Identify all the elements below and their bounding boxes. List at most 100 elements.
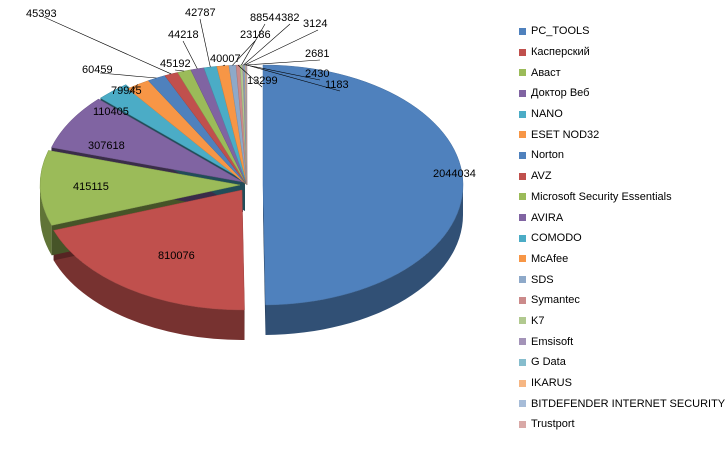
legend-label: COMODO	[531, 232, 582, 245]
legend-swatch	[519, 234, 526, 242]
data-label: 810076	[158, 250, 195, 262]
legend-item: Symantec	[519, 290, 725, 311]
data-label: 23186	[240, 29, 271, 41]
legend-label: PC_TOOLS	[531, 25, 590, 38]
legend-item: BITDEFENDER INTERNET SECURITY	[519, 393, 725, 414]
legend-swatch	[519, 276, 526, 284]
legend-item: AVZ	[519, 166, 725, 187]
legend-item: McAfee	[519, 249, 725, 270]
legend-swatch	[519, 131, 526, 139]
legend-item: ESET NOD32	[519, 124, 725, 145]
legend-label: SDS	[531, 273, 554, 286]
legend-label: AVIRA	[531, 211, 564, 224]
legend-swatch	[519, 358, 526, 366]
legend-swatch	[519, 420, 526, 428]
legend-label: McAfee	[531, 252, 569, 265]
legend-swatch	[519, 214, 526, 222]
leader-line	[99, 72, 157, 79]
legend-swatch	[519, 338, 526, 346]
legend-swatch	[519, 379, 526, 387]
legend-item: Trustport	[519, 414, 725, 435]
legend-swatch	[519, 317, 526, 325]
pie-slice	[51, 98, 244, 183]
leader-line	[174, 69, 185, 72]
data-labels: 2044034 810076 415115 307618 110405 79945 6045…	[26, 7, 476, 262]
slice-side	[40, 185, 52, 256]
leader-line	[246, 64, 321, 81]
legend-label: IKARUS	[531, 377, 572, 390]
data-label: 42787	[185, 7, 216, 19]
data-label: 2430	[305, 68, 329, 80]
legend-item: K7	[519, 311, 725, 332]
legend-label: NANO	[531, 108, 563, 121]
pie-slice	[39, 150, 241, 226]
legend-swatch	[519, 296, 526, 304]
legend-swatch	[519, 110, 526, 118]
data-label: 307618	[88, 140, 125, 152]
leader-line	[244, 29, 319, 66]
legend-swatch	[519, 172, 526, 180]
legend-swatch	[519, 255, 526, 263]
legend-label: Trustport	[531, 418, 575, 431]
legend-swatch	[519, 89, 526, 97]
legend-swatch	[519, 48, 526, 56]
legend-label: BITDEFENDER INTERNET SECURITY	[531, 397, 725, 410]
data-label: 110405	[93, 106, 129, 118]
legend-label: Касперский	[531, 46, 590, 59]
leader-line	[246, 64, 341, 92]
legend-label: Symantec	[531, 294, 580, 307]
legend-item: NANO	[519, 104, 725, 125]
pie-slice	[53, 189, 245, 311]
data-label: 45393	[26, 8, 57, 20]
legend-label: ESET NOD32	[531, 128, 600, 141]
data-label: 13299	[247, 75, 278, 87]
legend-label: Norton	[531, 149, 565, 162]
legend-item: Доктор Веб	[519, 83, 725, 104]
pie-slices	[39, 64, 464, 311]
legend-swatch	[519, 27, 526, 35]
legend-item: Emsisoft	[519, 331, 725, 352]
leader-line	[43, 16, 172, 75]
legend-swatch	[519, 69, 526, 77]
legend-label: Доктор Веб	[531, 87, 590, 100]
legend-item: G Data	[519, 352, 725, 373]
legend-item: Аваст	[519, 62, 725, 83]
leader-line	[245, 59, 321, 66]
legend-swatch	[519, 193, 526, 201]
data-label: 2681	[305, 48, 329, 60]
slice-side	[53, 230, 245, 340]
legend-swatch	[519, 151, 526, 159]
data-label: 60459	[82, 64, 113, 76]
leader-line	[128, 84, 139, 95]
data-label: 4382	[275, 12, 299, 24]
legend-label: AVZ	[531, 170, 552, 183]
legend-item: Касперский	[519, 42, 725, 63]
legend-label: G Data	[531, 356, 566, 369]
legend-label: K7	[531, 314, 545, 327]
legend-label: Microsoft Security Essentials	[531, 190, 672, 203]
leader-lines	[43, 16, 341, 95]
legend-item: Norton	[519, 145, 725, 166]
legend-label: Emsisoft	[531, 335, 574, 348]
data-label: 79945	[111, 85, 142, 97]
legend-item: SDS	[519, 269, 725, 290]
leader-line	[222, 64, 226, 67]
data-label: 2044034	[433, 168, 476, 180]
pie-slice	[99, 84, 246, 182]
legend: PC_TOOLS Касперский Аваст Доктор Веб NANO ESE…	[519, 21, 725, 435]
leader-line	[182, 40, 198, 69]
legend-swatch	[519, 400, 526, 408]
data-label: 415115	[73, 181, 109, 193]
leader-line	[237, 64, 263, 88]
data-label: 8854	[250, 12, 274, 24]
legend-item: PC_TOOLS	[519, 21, 725, 42]
legend-item: AVIRA	[519, 207, 725, 228]
slice-side	[265, 185, 463, 335]
legend-item: IKARUS	[519, 373, 725, 394]
legend-label: Аваст	[531, 66, 561, 79]
leader-line	[241, 23, 266, 66]
legend-item: Microsoft Security Essentials	[519, 187, 725, 208]
data-label: 44218	[168, 29, 199, 41]
data-label: 3124	[303, 18, 327, 30]
